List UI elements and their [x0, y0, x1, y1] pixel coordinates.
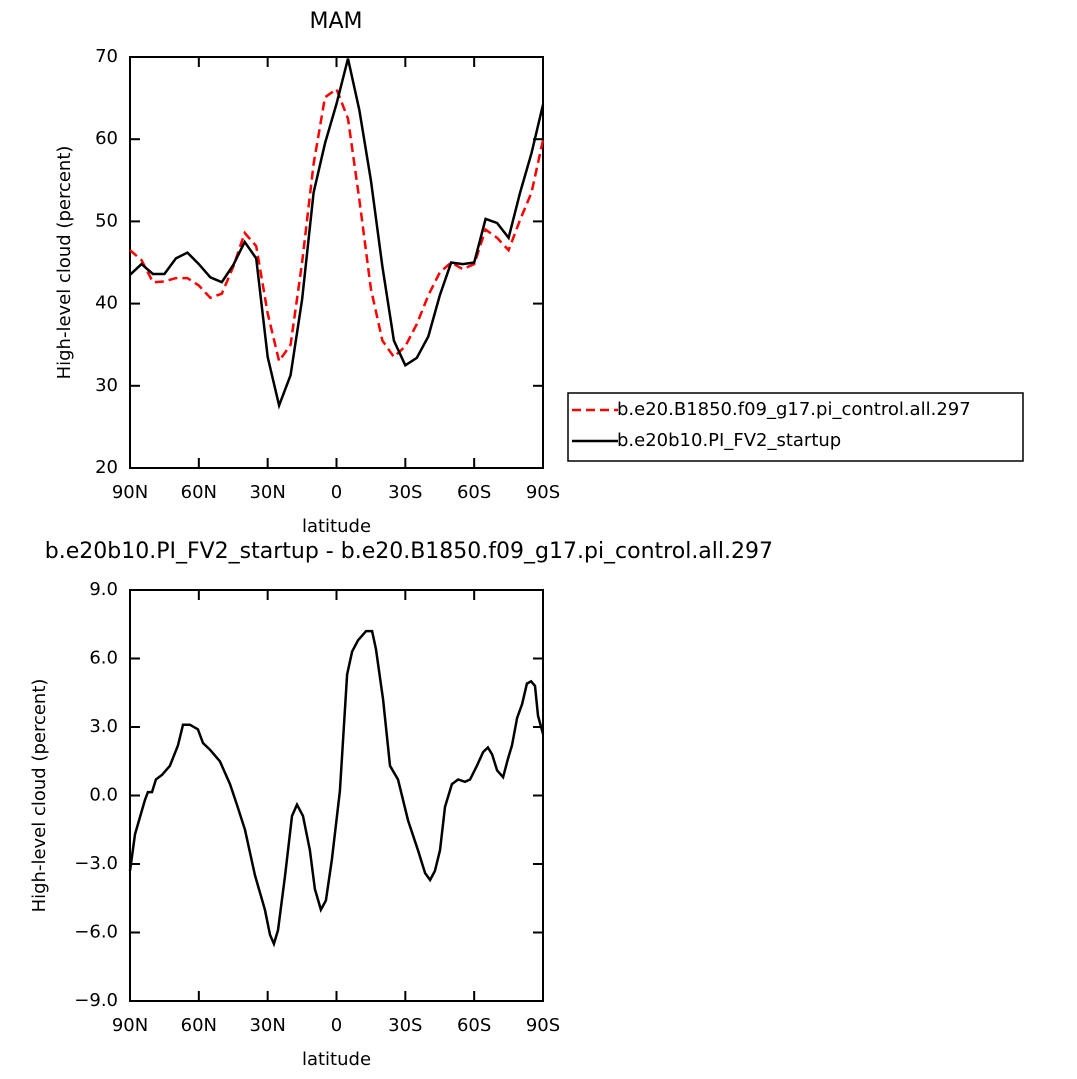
y-tick-label: 70	[95, 46, 118, 67]
y-tick-label: 30	[95, 375, 118, 396]
y-tick-label: 9.0	[89, 579, 118, 600]
legend-box	[567, 392, 1024, 462]
x-tick-label: 90S	[526, 1015, 560, 1036]
x-tick-label: 60S	[457, 1015, 491, 1036]
y-tick-label: 50	[95, 210, 118, 231]
data-line	[128, 629, 545, 948]
x-tick-label: 60N	[181, 1015, 217, 1036]
chart-title: MAM	[309, 9, 362, 34]
x-tick-label: 60N	[181, 482, 217, 503]
y-tick-label: 40	[95, 293, 118, 314]
y-tick-label: −3.0	[74, 853, 118, 874]
y-tick-label: 3.0	[89, 716, 118, 737]
x-axis-label: latitude	[302, 1049, 371, 1070]
x-tick-label: 90N	[112, 1015, 148, 1036]
y-tick-label: 0.0	[89, 785, 118, 806]
data-line	[129, 87, 545, 365]
legend-label: b.e20b10.PI_FV2_startup	[617, 430, 841, 451]
x-tick-label: 0	[331, 482, 342, 503]
x-tick-label: 90N	[112, 482, 148, 503]
x-tick-label: 90S	[526, 482, 560, 503]
x-tick-label: 30N	[249, 1015, 285, 1036]
y-tick-label: 60	[95, 128, 118, 149]
plot-frame	[129, 56, 544, 469]
y-tick-label: 20	[95, 457, 118, 478]
y-tick-label: 6.0	[89, 648, 118, 669]
x-tick-label: 0	[331, 1015, 342, 1036]
x-tick-label: 30N	[249, 482, 285, 503]
x-tick-label: 30S	[388, 1015, 422, 1036]
data-line	[129, 58, 545, 410]
y-tick-label: −9.0	[74, 990, 118, 1011]
y-axis-label: High-level cloud (percent)	[54, 146, 75, 380]
y-tick-label: −6.0	[74, 922, 118, 943]
x-tick-label: 60S	[457, 482, 491, 503]
x-axis-label: latitude	[302, 516, 371, 537]
x-tick-label: 30S	[388, 482, 422, 503]
plot-frame	[129, 589, 544, 1002]
y-axis-label: High-level cloud (percent)	[29, 679, 50, 913]
chart-title: b.e20b10.PI_FV2_startup - b.e20.B1850.f0…	[45, 539, 773, 564]
legend-label: b.e20.B1850.f09_g17.pi_control.all.297	[617, 399, 971, 420]
